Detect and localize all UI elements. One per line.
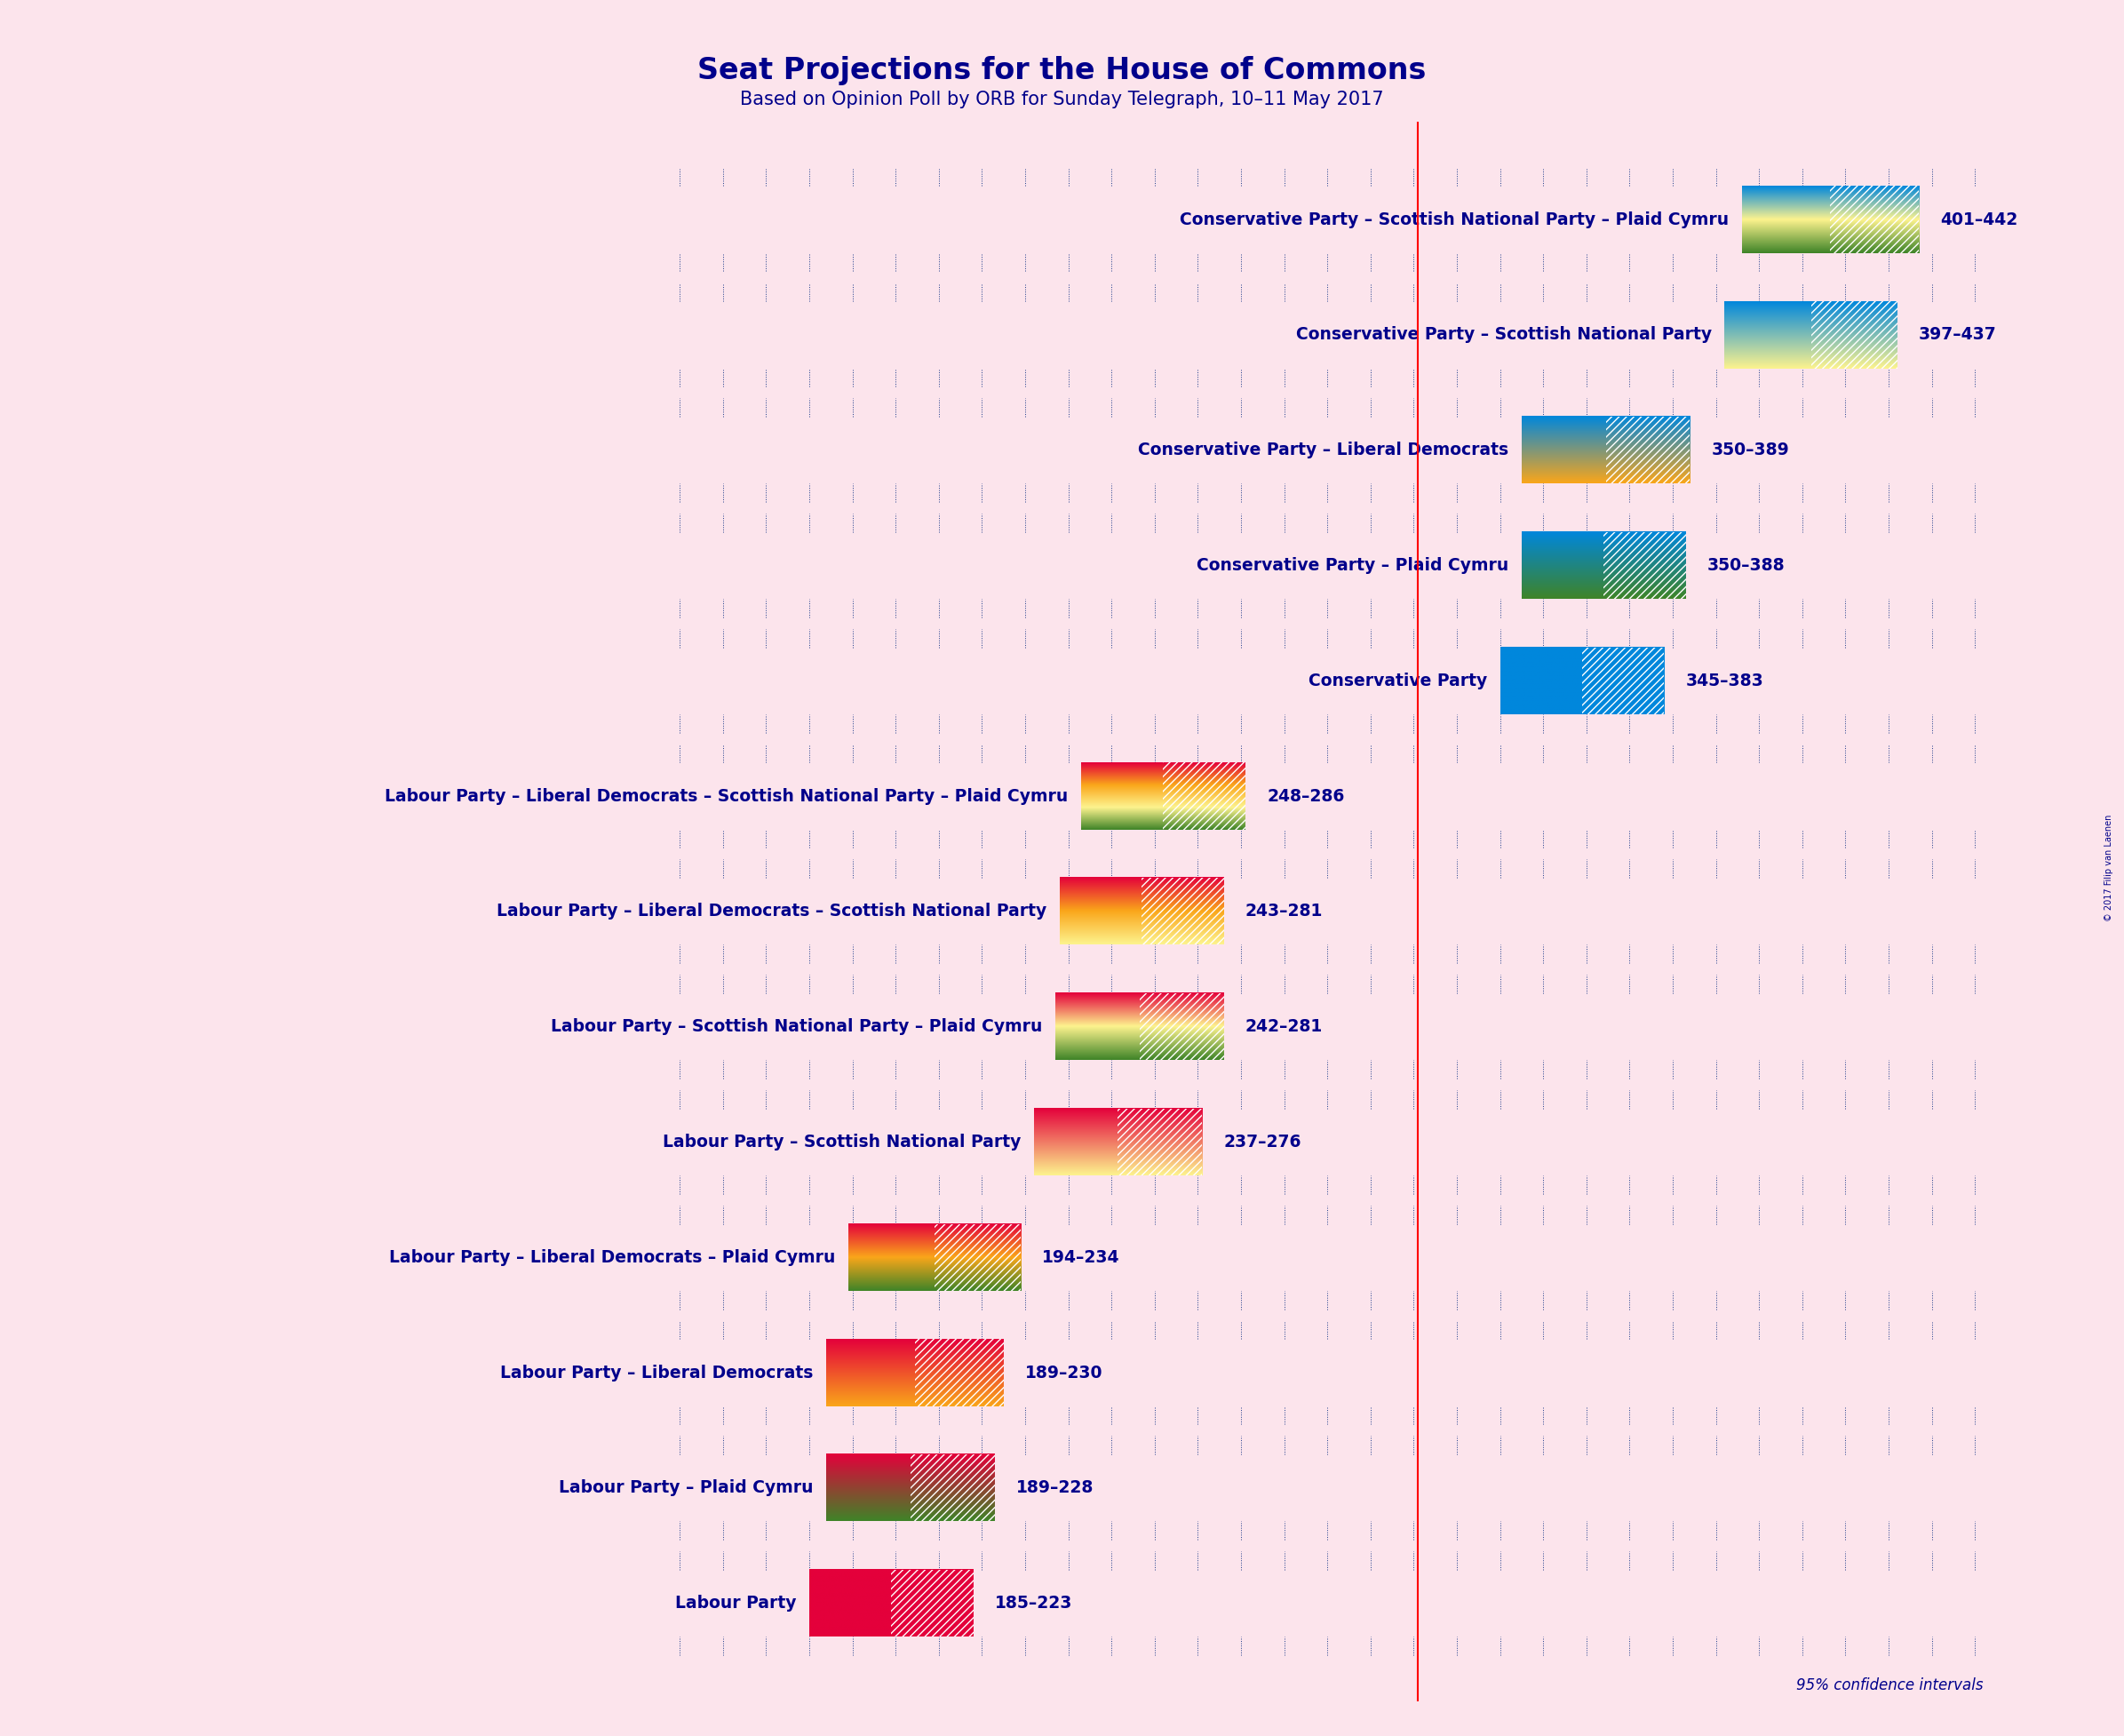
Text: 345–383: 345–383 xyxy=(1686,672,1763,689)
Bar xyxy=(915,1338,1003,1406)
Text: 350–388: 350–388 xyxy=(1708,557,1784,575)
Text: 189–230: 189–230 xyxy=(1026,1364,1102,1382)
Text: 397–437: 397–437 xyxy=(1918,326,1997,344)
Bar xyxy=(892,1569,973,1637)
Text: 189–228: 189–228 xyxy=(1017,1479,1094,1496)
Text: Conservative Party – Scottish National Party: Conservative Party – Scottish National P… xyxy=(1296,326,1712,344)
Text: Labour Party – Liberal Democrats – Scottish National Party – Plaid Cymru: Labour Party – Liberal Democrats – Scott… xyxy=(384,788,1068,804)
Bar xyxy=(911,1455,994,1521)
Text: 194–234: 194–234 xyxy=(1043,1248,1119,1266)
Text: 243–281: 243–281 xyxy=(1245,903,1323,920)
Text: 242–281: 242–281 xyxy=(1245,1019,1323,1035)
Bar xyxy=(935,1224,1022,1292)
Text: Conservative Party – Plaid Cymru: Conservative Party – Plaid Cymru xyxy=(1196,557,1508,575)
Bar xyxy=(1831,186,1918,253)
Text: 95% confidence intervals: 95% confidence intervals xyxy=(1797,1677,1984,1693)
Text: Labour Party – Liberal Democrats: Labour Party – Liberal Democrats xyxy=(501,1364,813,1382)
Text: Labour Party – Plaid Cymru: Labour Party – Plaid Cymru xyxy=(559,1479,813,1496)
Bar xyxy=(1606,417,1691,484)
Text: Labour Party: Labour Party xyxy=(675,1595,796,1611)
Text: Labour Party – Liberal Democrats – Scottish National Party: Labour Party – Liberal Democrats – Scott… xyxy=(497,903,1047,920)
Bar xyxy=(1143,878,1223,944)
Text: 248–286: 248–286 xyxy=(1266,788,1344,804)
Text: Seat Projections for the House of Commons: Seat Projections for the House of Common… xyxy=(697,56,1427,85)
Text: Conservative Party – Scottish National Party – Plaid Cymru: Conservative Party – Scottish National P… xyxy=(1179,212,1729,227)
Text: Conservative Party: Conservative Party xyxy=(1308,672,1487,689)
Text: Labour Party – Liberal Democrats – Plaid Cymru: Labour Party – Liberal Democrats – Plaid… xyxy=(389,1248,835,1266)
Bar xyxy=(1812,302,1897,368)
Bar xyxy=(1582,648,1663,713)
Text: © 2017 Filip van Laenen: © 2017 Filip van Laenen xyxy=(2105,814,2113,922)
Text: Labour Party – Scottish National Party – Plaid Cymru: Labour Party – Scottish National Party –… xyxy=(550,1019,1043,1035)
Bar xyxy=(1164,762,1245,830)
Bar xyxy=(1604,531,1686,599)
Text: 237–276: 237–276 xyxy=(1223,1134,1302,1151)
Text: 350–389: 350–389 xyxy=(1712,441,1791,458)
Bar xyxy=(1117,1109,1202,1175)
Text: 401–442: 401–442 xyxy=(1941,212,2018,227)
Text: Labour Party – Scottish National Party: Labour Party – Scottish National Party xyxy=(663,1134,1022,1151)
Text: Based on Opinion Poll by ORB for Sunday Telegraph, 10–11 May 2017: Based on Opinion Poll by ORB for Sunday … xyxy=(739,90,1385,108)
Bar xyxy=(1138,993,1223,1061)
Text: 185–223: 185–223 xyxy=(994,1595,1073,1611)
Text: Conservative Party – Liberal Democrats: Conservative Party – Liberal Democrats xyxy=(1138,441,1508,458)
